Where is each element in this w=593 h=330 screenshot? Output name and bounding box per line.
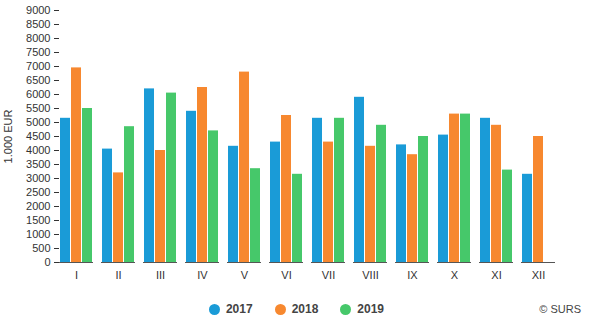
- svg-text:VII: VII: [322, 269, 335, 281]
- svg-text:XI: XI: [491, 269, 501, 281]
- svg-text:1.000 EUR: 1.000 EUR: [2, 110, 14, 164]
- svg-text:I: I: [75, 269, 78, 281]
- svg-text:III: III: [156, 269, 165, 281]
- svg-text:2500: 2500: [26, 186, 50, 198]
- svg-text:6500: 6500: [26, 74, 50, 86]
- svg-text:4500: 4500: [26, 130, 50, 142]
- svg-text:IV: IV: [197, 269, 208, 281]
- html-text:© SURS: © SURS: [539, 303, 581, 315]
- svg-text:2000: 2000: [26, 200, 50, 212]
- svg-text:7000: 7000: [26, 60, 50, 72]
- svg-text:6000: 6000: [26, 88, 50, 100]
- svg-text:1500: 1500: [26, 214, 50, 226]
- svg-text:9000: 9000: [26, 4, 50, 16]
- svg-text:8500: 8500: [26, 18, 50, 30]
- svg-text:5000: 5000: [26, 116, 50, 128]
- svg-text:XII: XII: [532, 269, 545, 281]
- svg-text:8000: 8000: [26, 32, 50, 44]
- svg-text:VI: VI: [281, 269, 291, 281]
- svg-text:7500: 7500: [26, 46, 50, 58]
- svg-text:X: X: [451, 269, 459, 281]
- svg-text:5500: 5500: [26, 102, 50, 114]
- svg-text:4000: 4000: [26, 144, 50, 156]
- svg-text:3500: 3500: [26, 158, 50, 170]
- svg-text:VIII: VIII: [362, 269, 379, 281]
- svg-text:3000: 3000: [26, 172, 50, 184]
- svg-text:II: II: [115, 269, 121, 281]
- html-text:2017: 2017: [225, 302, 253, 316]
- svg-text:V: V: [241, 269, 249, 281]
- html-text:2018: 2018: [291, 302, 319, 316]
- svg-text:0: 0: [44, 256, 50, 268]
- svg-text:500: 500: [32, 242, 50, 254]
- svg-text:IX: IX: [407, 269, 418, 281]
- html-text:2019: 2019: [357, 302, 384, 316]
- svg-text:1000: 1000: [26, 228, 50, 240]
